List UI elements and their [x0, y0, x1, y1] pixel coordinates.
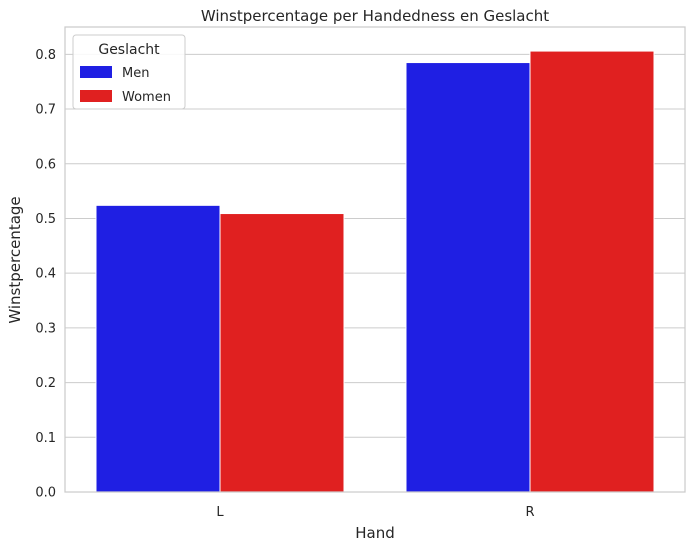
x-axis-label: Hand: [355, 524, 395, 542]
legend-label-men: Men: [122, 66, 149, 81]
legend-label-women: Women: [122, 90, 171, 105]
y-tick-label: 0.8: [35, 48, 56, 63]
y-tick-label: 0.6: [35, 157, 56, 172]
y-tick-labels: 0.0 0.1 0.2 0.3 0.4 0.5 0.6 0.7 0.8: [35, 48, 56, 501]
x-tick-label: R: [525, 505, 534, 520]
bar-women-r: [529, 50, 655, 493]
bars: [95, 50, 655, 493]
y-tick-label: 0.1: [35, 431, 56, 446]
y-tick-label: 0.4: [35, 267, 56, 282]
y-tick-label: 0.5: [35, 212, 56, 227]
y-tick-label: 0.7: [35, 103, 56, 118]
y-tick-label: 0.0: [35, 486, 56, 501]
bar-men-r: [405, 62, 531, 493]
bar-women-l: [219, 213, 345, 493]
y-tick-label: 0.2: [35, 376, 56, 391]
plot-frame: [64, 26, 686, 493]
legend-title: Geslacht: [98, 42, 160, 58]
legend-swatch-women: [80, 90, 112, 102]
bar-men-l: [95, 204, 221, 493]
legend: Geslacht Men Women: [72, 34, 186, 110]
y-axis-label: Winstpercentage: [6, 196, 24, 323]
legend-items: Men Women: [80, 66, 171, 105]
y-tick-label: 0.3: [35, 321, 56, 336]
legend-swatch-men: [80, 66, 112, 78]
x-tick-label: L: [216, 505, 224, 520]
chart-title: Winstpercentage per Handedness en Geslac…: [201, 7, 549, 25]
